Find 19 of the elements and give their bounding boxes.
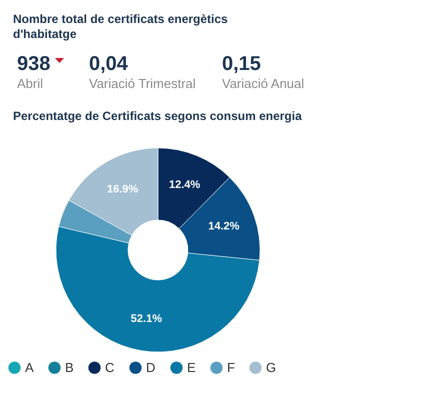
text: 938 <box>17 52 50 76</box>
chart-title: Percentatge de Certificats segons consum energia <box>13 109 302 123</box>
text: 0,04 <box>89 52 128 76</box>
legend-label: G <box>266 360 276 375</box>
data-label: 14.2% <box>208 220 240 232</box>
text: Variació Trimestral <box>89 76 196 92</box>
legend-label: B <box>65 360 74 375</box>
legend-label: C <box>105 360 114 375</box>
data-label: 16.9% <box>106 184 138 196</box>
data-label: 52.1% <box>130 313 162 326</box>
data-label: 12.4% <box>168 179 200 192</box>
legend-label: F <box>227 360 235 375</box>
text: 0,15 <box>222 52 261 76</box>
legend-label: A <box>25 360 34 375</box>
text: Abril <box>17 76 44 92</box>
legend-label: D <box>146 360 156 375</box>
legend-label: E <box>187 360 196 375</box>
text: Nombre total de certificats energètics d'habitatge <box>13 12 229 42</box>
text: Variació Anual <box>222 76 304 92</box>
